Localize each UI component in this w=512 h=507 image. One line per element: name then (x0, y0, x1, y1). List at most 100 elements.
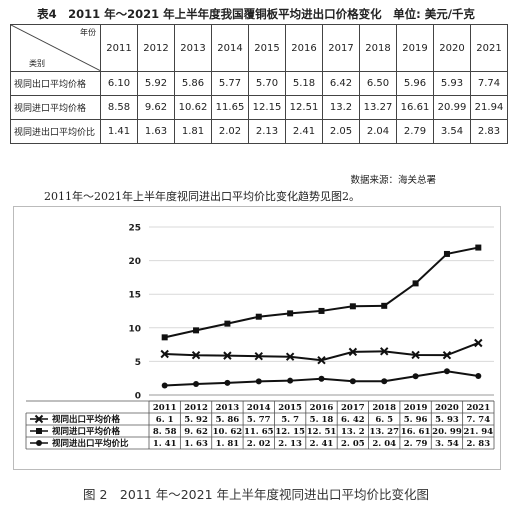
table-cell: 2.79 (396, 119, 434, 144)
data-label: 2. 79 (404, 439, 428, 449)
x-tick-label: 2014 (247, 403, 271, 413)
x-tick-label: 2018 (372, 403, 396, 413)
table-cell: 5.70 (248, 71, 286, 96)
legend-marker (36, 428, 42, 434)
data-label: 5. 77 (247, 415, 271, 425)
data-point (160, 349, 169, 359)
table-cell: 16.61 (396, 95, 434, 120)
table-cell: 20.99 (433, 95, 471, 120)
data-label: 2. 41 (310, 439, 334, 449)
data-point (318, 307, 325, 314)
y-tick-label: 10 (128, 324, 141, 334)
y-tick-label: 0 (135, 392, 141, 402)
data-label: 6. 1 (156, 415, 174, 425)
data-point (412, 373, 419, 380)
data-point (348, 347, 358, 357)
data-point (412, 280, 419, 287)
data-point (224, 379, 231, 386)
table-cell: 9.62 (137, 95, 175, 120)
x-tick-label: 2011 (153, 403, 177, 413)
series-line (164, 342, 479, 362)
data-point (193, 381, 200, 388)
data-point (255, 313, 262, 320)
y-tick-label: 25 (128, 224, 141, 234)
table-cell: 6.50 (359, 71, 397, 96)
data-source: 数据来源：海关总署 (350, 175, 436, 186)
table-cell: 1.81 (174, 119, 212, 144)
table-cell: 2.02 (211, 119, 249, 144)
data-point (411, 350, 420, 360)
data-label: 2. 02 (247, 439, 271, 449)
table-row: 视同进口平均价格 8.58 9.62 10.62 11.65 12.15 12.… (10, 95, 508, 120)
table-title: 表4 2011 年～2021 年上半年度我国覆铜板平均进出口价格变化 单位: 美… (37, 7, 475, 21)
data-label: 6. 42 (341, 415, 365, 425)
data-point (381, 302, 388, 309)
data-label: 5. 92 (184, 415, 208, 425)
table-cell: 5.77 (211, 71, 249, 96)
table-cell: 5.96 (396, 71, 434, 96)
data-label: 1. 41 (153, 439, 177, 449)
x-tick-label: 2012 (184, 403, 208, 413)
table-cell: 6.10 (100, 71, 138, 96)
data-point (161, 334, 168, 341)
intro-sentence: 2011年～2021年上半年度视同进出口平均价比变化趋势见图2。 (44, 190, 360, 203)
table-cell: 13.27 (359, 95, 397, 120)
table-cell: 1.63 (137, 119, 175, 144)
table-cell: 13.2 (322, 95, 360, 120)
legend-marker (34, 414, 44, 424)
data-label: 16. 61 (401, 427, 431, 437)
table-cell: 5.92 (137, 71, 175, 96)
legend-label: 视同进口平均价格 (52, 426, 121, 437)
year-header: 2014 (211, 24, 249, 72)
table-cell: 11.65 (211, 95, 249, 120)
data-point (193, 327, 200, 334)
data-point (475, 372, 482, 379)
data-point (317, 355, 326, 365)
data-label: 6. 5 (375, 415, 393, 425)
data-point (349, 303, 356, 310)
data-point (442, 350, 452, 360)
year-header: 2015 (248, 24, 286, 72)
data-point (224, 320, 231, 327)
table-cell: 12.51 (285, 95, 323, 120)
data-point (349, 378, 356, 385)
data-point (318, 375, 325, 382)
data-point (443, 250, 450, 257)
year-header: 2021 (470, 24, 508, 72)
data-point (380, 347, 389, 356)
table-corner-cell: 年份 类别 (10, 24, 101, 72)
data-label: 2. 05 (341, 439, 365, 449)
data-label: 10. 62 (213, 427, 243, 437)
table-cell: 7.74 (470, 71, 508, 96)
legend-label: 视同出口平均价格 (52, 414, 121, 425)
data-point (254, 352, 263, 361)
table-cell: 2.05 (322, 119, 360, 144)
table-cell: 1.41 (100, 119, 138, 144)
legend-marker (36, 440, 42, 446)
header-category-label: 类别 (29, 59, 45, 68)
y-tick-label: 5 (135, 358, 141, 368)
data-point (474, 338, 483, 348)
table-cell: 8.58 (100, 95, 138, 120)
x-tick-label: 2020 (435, 403, 459, 413)
data-point (475, 244, 482, 251)
data-label: 12. 15 (275, 427, 305, 437)
line-chart: 0 5 10 15 20 25 2011 2012 2013 2014 2015 2016 2017 20… (25, 224, 495, 450)
table-cell: 10.62 (174, 95, 212, 120)
year-header: 2018 (359, 24, 397, 72)
year-header: 2017 (322, 24, 360, 72)
table-cell: 5.86 (174, 71, 212, 96)
data-point (285, 352, 295, 361)
table-cell: 3.54 (433, 119, 471, 144)
x-tick-label: 2017 (341, 403, 365, 413)
data-label: 12. 51 (307, 427, 337, 437)
table-row: 视同进出口平均价比 1.41 1.63 1.81 2.02 2.13 2.41 … (10, 119, 508, 144)
data-label: 8. 58 (153, 427, 177, 437)
data-label: 5. 93 (435, 415, 459, 425)
data-point (381, 378, 388, 385)
chart-frame: 0 5 10 15 20 25 2011 2012 2013 2014 2015 2016 2017 20… (13, 206, 501, 470)
data-point (287, 310, 294, 317)
data-label: 2. 13 (278, 439, 302, 449)
data-point (255, 378, 262, 385)
data-label: 2. 83 (466, 439, 490, 449)
